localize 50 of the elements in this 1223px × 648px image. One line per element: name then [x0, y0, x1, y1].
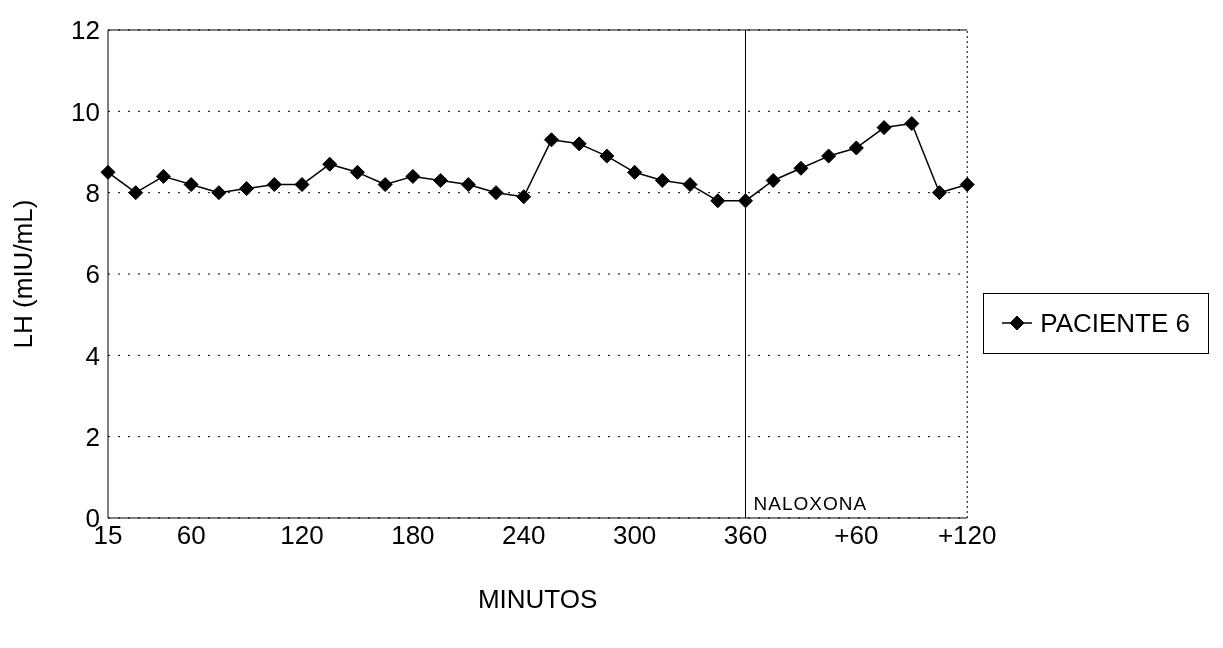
- point: [710, 193, 726, 209]
- point: [433, 172, 449, 188]
- point: [349, 164, 365, 180]
- point: [128, 185, 144, 201]
- point: [183, 177, 199, 193]
- point: [682, 177, 698, 193]
- point: [959, 177, 975, 193]
- x-axis-title: MINUTOS: [477, 584, 598, 614]
- point: [904, 116, 920, 132]
- x-tick-label: 60: [176, 520, 206, 551]
- point: [932, 185, 947, 201]
- point: [460, 177, 476, 193]
- point: [155, 168, 171, 184]
- y-tick-label: 12: [71, 15, 100, 46]
- y-tick-label: 4: [85, 340, 100, 371]
- point: [266, 177, 282, 193]
- point: [322, 156, 338, 172]
- legend-label: PACIENTE 6: [1040, 307, 1190, 339]
- point: [793, 160, 809, 176]
- point: [239, 181, 255, 197]
- point: [848, 140, 864, 156]
- ref-line-label: NALOXONA: [753, 493, 868, 514]
- point: [377, 177, 393, 193]
- point: [599, 148, 615, 164]
- point: [211, 185, 227, 201]
- point: [765, 172, 781, 188]
- x-tick-label: 120: [280, 520, 324, 551]
- point: [543, 132, 559, 148]
- point: [571, 136, 587, 152]
- point: [654, 172, 670, 188]
- point: [516, 189, 532, 205]
- x-tick-label: 300: [612, 520, 657, 551]
- x-tick-label: +60: [834, 520, 879, 551]
- x-tick-label: 180: [391, 520, 435, 551]
- point: [488, 185, 504, 201]
- y-tick-label: 6: [85, 259, 100, 290]
- y-axis-title: LH (mIU/mL): [8, 199, 39, 349]
- y-tick-label: 8: [85, 177, 100, 208]
- point: [876, 120, 892, 136]
- point: [627, 164, 643, 180]
- x-tick-label: 360: [723, 520, 768, 551]
- x-tick-label: +120: [937, 520, 997, 551]
- point: [294, 177, 310, 193]
- point: [405, 168, 421, 184]
- point: [100, 164, 116, 180]
- point: [737, 193, 753, 209]
- y-tick-label: 10: [71, 96, 100, 127]
- x-tick-label: 240: [502, 520, 546, 551]
- y-tick-label: 2: [85, 421, 100, 452]
- point: [821, 148, 837, 164]
